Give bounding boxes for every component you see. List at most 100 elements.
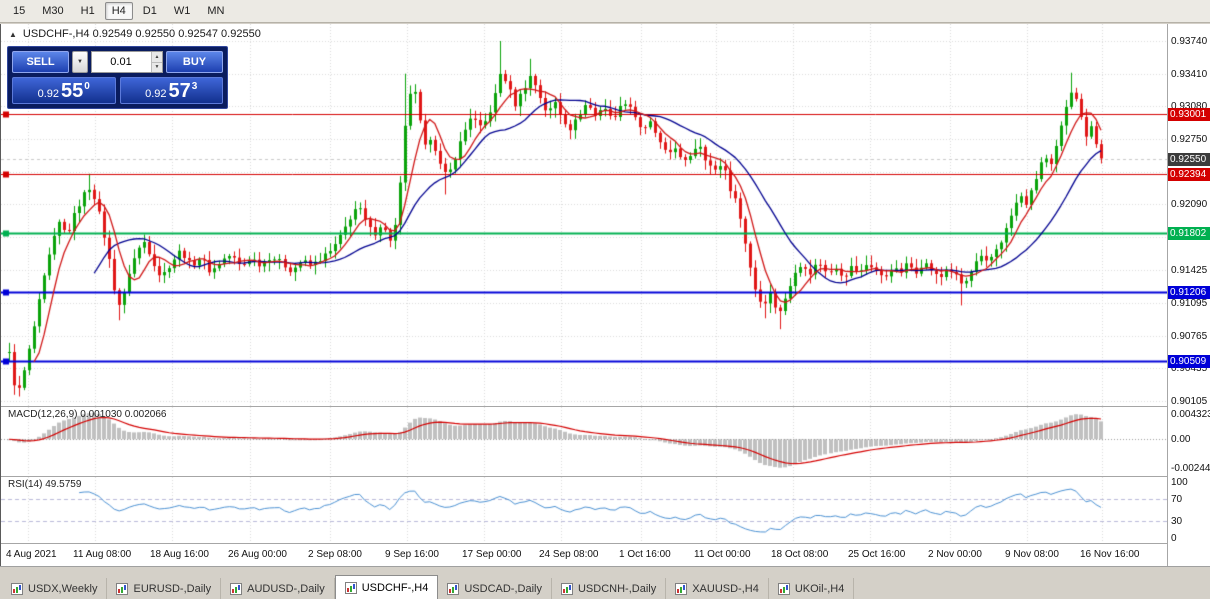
chart-tab-usdcad-daily[interactable]: USDCAD-,Daily [438, 578, 552, 599]
one-click-trading-panel: SELL ▼ ▲ ▼ BUY 0.92 55 0 0.92 57 [7, 46, 228, 109]
time-axis-label: 18 Aug 16:00 [150, 549, 209, 560]
price-level-badge: 0.92550 [1168, 152, 1210, 166]
sell-price-sup: 0 [84, 80, 90, 92]
chart-area: ▲ USDCHF-,H4 0.92549 0.92550 0.92547 0.9… [0, 24, 1210, 566]
volume-increase-button[interactable]: ▲ [151, 52, 162, 63]
tab-chart-icon [777, 583, 790, 595]
timeframe-button-15[interactable]: 15 [13, 5, 26, 17]
chart-tab-usdcnh-daily[interactable]: USDCNH-,Daily [552, 578, 667, 599]
time-axis-label: 25 Oct 16:00 [848, 549, 906, 560]
time-axis-label: 11 Oct 00:00 [694, 549, 751, 560]
rsi-label: RSI(14) 49.5759 [8, 479, 82, 490]
timeframe-button-h1[interactable]: H1 [80, 5, 95, 17]
pane-separator[interactable] [1, 406, 1210, 407]
time-axis-label: 11 Aug 08:00 [73, 549, 132, 560]
tab-chart-icon [116, 583, 129, 595]
chart-tab-label: USDX,Weekly [28, 583, 98, 595]
caret-down-icon: ▼ [77, 59, 83, 65]
price-axis-separator[interactable] [1167, 24, 1168, 566]
symbol-ohlc-line: ▲ USDCHF-,H4 0.92549 0.92550 0.92547 0.9… [9, 28, 261, 40]
chart-tab-eurusd-daily[interactable]: EURUSD-,Daily [107, 578, 222, 599]
price-tick-label: 0.92090 [1171, 199, 1208, 211]
pane-separator [1, 543, 1210, 544]
price-tick-label: 0.91095 [1171, 297, 1208, 309]
chart-tab-label: EURUSD-,Daily [133, 583, 212, 595]
price-level-badge: 0.91802 [1168, 226, 1210, 240]
time-axis-label: 26 Aug 00:00 [228, 549, 287, 560]
price-level-badge: 0.93001 [1168, 108, 1210, 122]
price-tick-label: 0.93410 [1171, 68, 1208, 80]
macd-label: MACD(12,26,9) 0.001030 0.002066 [8, 409, 167, 420]
macd-indicator-canvas[interactable] [1, 407, 1167, 476]
sell-button[interactable]: SELL [12, 51, 69, 73]
chart-tab-usdx-weekly[interactable]: USDX,Weekly [2, 578, 108, 599]
rsi-axis-label: 30 [1171, 516, 1183, 528]
sell-price-big: 55 [61, 79, 84, 102]
rsi-indicator-canvas[interactable] [1, 477, 1167, 543]
chart-tab-usdchf-h4[interactable]: USDCHF-,H4 [334, 575, 439, 599]
chart-tab-label: USDCHF-,H4 [361, 581, 429, 594]
time-axis-label: 16 Nov 16:00 [1080, 549, 1140, 560]
timeframe-button-w1[interactable]: W1 [173, 5, 191, 17]
pane-separator[interactable] [1, 476, 1210, 477]
time-axis-label: 17 Sep 00:00 [462, 549, 522, 560]
buy-price-big: 57 [168, 79, 191, 102]
volume-field: ▲ ▼ [91, 51, 163, 73]
sell-price-prefix: 0.92 [37, 88, 60, 100]
time-axis-label: 9 Nov 08:00 [1005, 549, 1059, 560]
price-tick-label: 0.90435 [1171, 363, 1208, 375]
chart-tabs-bar: USDX,Weekly EURUSD-,Daily AUDUSD-,Daily USD… [2, 575, 855, 599]
price-tick-label: 0.90765 [1171, 330, 1208, 342]
chart-tab-audusd-daily[interactable]: AUDUSD-,Daily [221, 578, 335, 599]
price-level-badge: 0.92394 [1168, 168, 1210, 182]
time-axis[interactable]: 4 Aug 2021 11 Aug 08:00 18 Aug 16:00 26 Aug… [1, 544, 1167, 566]
chart-tab-label: AUDUSD-,Daily [247, 583, 325, 595]
price-level-badge: 0.91206 [1168, 285, 1210, 299]
chart-tab-xauusd-h4[interactable]: XAUUSD-,H4 [666, 578, 769, 599]
time-axis-label: 2 Nov 00:00 [928, 549, 982, 560]
macd-axis-label: 0.00 [1171, 434, 1191, 446]
timeframe-button-m30[interactable]: M30 [42, 5, 64, 17]
time-axis-label: 18 Oct 08:00 [771, 549, 829, 560]
trade-options-dropdown[interactable]: ▼ [72, 51, 88, 73]
chart-tab-label: USDCNH-,Daily [577, 583, 657, 595]
buy-button[interactable]: BUY [166, 51, 223, 73]
price-tick-label: 0.93740 [1171, 36, 1208, 47]
time-axis-label: 24 Sep 08:00 [539, 549, 599, 560]
price-level-badge: 0.90509 [1168, 354, 1210, 368]
macd-axis-label: -0.002445 [1171, 463, 1210, 474]
time-axis-label: 2 Sep 08:00 [308, 549, 362, 560]
window-footer: USDX,Weekly EURUSD-,Daily AUDUSD-,Daily USD… [0, 566, 1210, 599]
timeframe-button-mn[interactable]: MN [207, 5, 225, 17]
chart-tab-label: UKOil-,H4 [794, 583, 845, 595]
tab-chart-icon [447, 583, 460, 595]
price-tick-label: 0.91425 [1171, 265, 1208, 277]
timeframe-toolbar: 15 M30 H1 H4 D1 W1 MN [0, 0, 1210, 23]
tab-chart-icon [11, 583, 23, 595]
volume-input[interactable] [91, 51, 163, 73]
buy-price-button[interactable]: 0.92 57 3 [119, 77, 223, 104]
time-axis-label: 1 Oct 16:00 [619, 549, 671, 560]
timeframe-button-h4[interactable]: H4 [104, 2, 133, 20]
symbol-marker-icon: ▲ [9, 29, 17, 39]
volume-spinner: ▲ ▼ [151, 52, 162, 72]
timeframe-button-d1[interactable]: D1 [142, 5, 157, 17]
macd-axis-label: 0.004323 [1171, 409, 1210, 420]
tab-chart-icon [230, 583, 243, 595]
tab-chart-icon [560, 583, 573, 595]
chart-tab-ukoil-h4[interactable]: UKOil-,H4 [769, 578, 855, 599]
volume-decrease-button[interactable]: ▼ [151, 62, 162, 72]
price-tick-label: 0.93080 [1171, 101, 1208, 113]
sell-price-button[interactable]: 0.92 55 0 [12, 77, 116, 104]
chart-tab-label: XAUUSD-,H4 [692, 583, 759, 595]
chart-tab-label: USDCAD-,Daily [464, 583, 542, 595]
price-axis[interactable]: 0.937400.934100.930800.927500.924200.920… [1168, 24, 1210, 566]
tab-chart-icon [344, 581, 357, 594]
price-tick-label: 0.92750 [1171, 134, 1208, 146]
rsi-axis-label: 70 [1171, 493, 1183, 505]
buy-price-sup: 3 [191, 80, 198, 92]
rsi-axis-label: 100 [1171, 477, 1188, 488]
symbol-ohlc-text: USDCHF-,H4 0.92549 0.92550 0.92547 0.925… [22, 28, 261, 40]
rsi-axis-label: 0 [1171, 533, 1177, 544]
